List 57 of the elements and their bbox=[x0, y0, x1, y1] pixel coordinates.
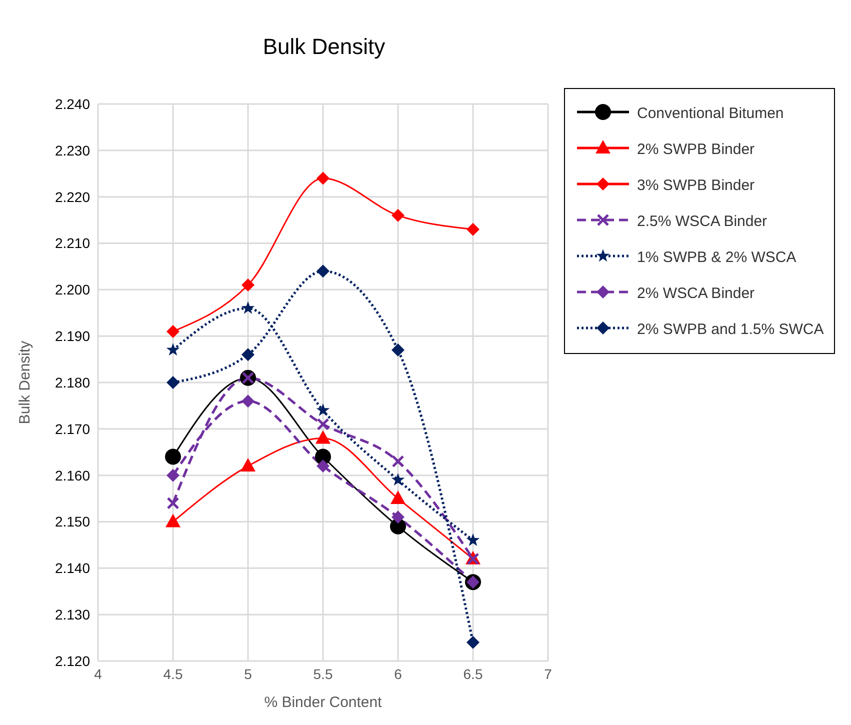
point bbox=[391, 472, 405, 486]
point bbox=[466, 636, 480, 649]
legend-label: 2% SWPB and 1.5% SWCA bbox=[637, 320, 824, 338]
x-tick-label: 4.5 bbox=[163, 666, 183, 682]
y-tick-label: 2.160 bbox=[54, 467, 90, 484]
point bbox=[316, 172, 330, 185]
point bbox=[392, 344, 404, 357]
point bbox=[316, 264, 330, 278]
point bbox=[166, 514, 180, 528]
y-tick-label: 2.150 bbox=[54, 514, 90, 530]
x-tick-label: 7 bbox=[544, 666, 552, 682]
legend-label: 3% SWPB Binder bbox=[637, 176, 755, 194]
x-axis-title: % Binder Content bbox=[264, 694, 383, 711]
point bbox=[242, 278, 254, 292]
y-tick-label: 2.230 bbox=[54, 142, 90, 158]
x-tick-label: 5.5 bbox=[313, 666, 333, 682]
y-tick-label: 2.170 bbox=[54, 420, 90, 437]
y-tick-label: 2.200 bbox=[54, 282, 90, 298]
y-tick-label: 2.240 bbox=[54, 96, 90, 112]
legend-label: 2% SWPB Binder bbox=[637, 140, 755, 158]
legend-label: 2.5% WSCA Binder bbox=[637, 212, 768, 230]
point bbox=[392, 208, 404, 222]
point bbox=[242, 394, 254, 408]
point bbox=[165, 448, 181, 465]
point bbox=[392, 455, 404, 468]
y-tick-label: 2.180 bbox=[54, 374, 90, 390]
y-tick-label: 2.130 bbox=[54, 606, 90, 623]
y-tick-label: 2.190 bbox=[54, 328, 90, 344]
point bbox=[390, 490, 406, 504]
point bbox=[242, 348, 254, 362]
point bbox=[166, 468, 180, 482]
y-axis-title: Bulk Density bbox=[16, 340, 34, 424]
y-tick-label: 2.210 bbox=[54, 235, 90, 252]
point bbox=[392, 510, 404, 524]
point bbox=[316, 430, 330, 444]
point bbox=[316, 460, 330, 473]
chart-title: Bulk Density bbox=[262, 34, 386, 60]
y-tick-label: 2.140 bbox=[54, 560, 90, 576]
point bbox=[166, 324, 180, 338]
x-tick-label: 6 bbox=[394, 666, 402, 682]
y-tick-label: 2.220 bbox=[54, 188, 90, 205]
point bbox=[166, 376, 180, 389]
y-tick-label: 2.120 bbox=[54, 652, 90, 669]
x-tick-label: 4 bbox=[94, 666, 102, 682]
x-tick-label: 5 bbox=[244, 666, 252, 682]
legend-label: Conventional Bitumen bbox=[637, 104, 784, 122]
x-tick-label: 6.5 bbox=[463, 666, 483, 682]
point bbox=[316, 418, 330, 431]
point bbox=[466, 222, 480, 236]
point bbox=[316, 403, 330, 416]
point bbox=[166, 496, 180, 510]
legend-label: 1% SWPB & 2% WSCA bbox=[637, 248, 796, 266]
point bbox=[166, 343, 180, 356]
point bbox=[240, 458, 256, 472]
point bbox=[241, 301, 255, 314]
point bbox=[466, 533, 480, 546]
legend-label: 2% WSCA Binder bbox=[637, 284, 755, 302]
